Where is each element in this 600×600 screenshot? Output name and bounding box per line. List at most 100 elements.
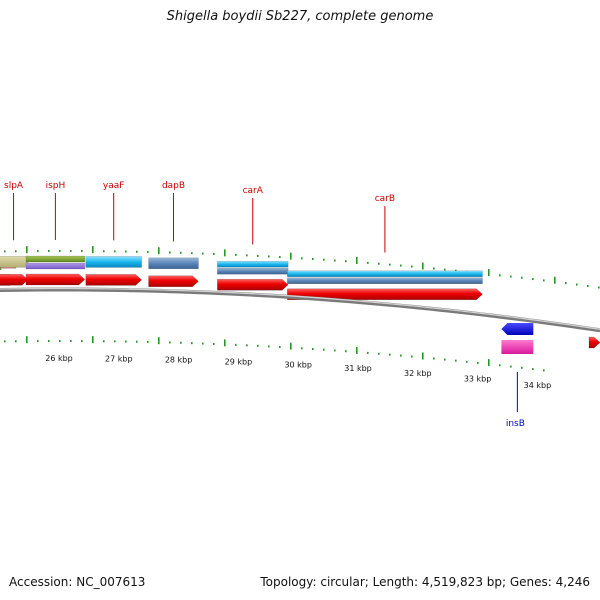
track-dot (477, 361, 479, 364)
feature-dot-rows (4, 246, 600, 372)
track-dot (213, 252, 215, 255)
track-dot (499, 364, 501, 367)
track-dot (257, 254, 259, 257)
track-dot (345, 350, 347, 353)
track-dot (48, 340, 50, 343)
track-dot (70, 340, 72, 343)
track-dot (400, 264, 402, 267)
track-dot (510, 275, 512, 278)
track-dot (103, 250, 105, 253)
track-dot (191, 252, 193, 255)
track-dot (334, 349, 336, 352)
track-dot (554, 276, 556, 284)
cog-block (287, 270, 483, 278)
track-dot (81, 250, 83, 253)
track-dot (543, 369, 545, 372)
track-dot (169, 341, 171, 344)
track-dot (15, 340, 17, 343)
track-dot (301, 257, 303, 260)
axis-tick-label: 32 kbp (404, 369, 432, 378)
gene-label: ispH (46, 181, 66, 191)
gene-label: carA (243, 186, 264, 196)
track-dot (37, 250, 39, 253)
backbone-arc (0, 287, 600, 333)
track-dot (202, 252, 204, 255)
track-dot (378, 262, 380, 265)
track-dot (565, 282, 567, 285)
track-dot (532, 278, 534, 281)
track-dot (356, 257, 358, 265)
track-dot (455, 359, 457, 362)
axis-tick-label: 27 kbp (105, 354, 133, 363)
track-dot (411, 355, 413, 358)
gene-arrow (588, 336, 600, 349)
genome-backbone (0, 287, 600, 333)
track-dot (81, 340, 83, 343)
track-dot (136, 340, 138, 343)
cog-block (85, 256, 142, 268)
track-dot (191, 342, 193, 345)
gene-label: carB (375, 194, 395, 204)
gene-arrow-reverse (501, 323, 534, 335)
track-dot (444, 358, 446, 361)
backbone-highlight (0, 287, 600, 330)
track-dot (125, 340, 127, 343)
track-dot (532, 368, 534, 371)
track-dot (4, 250, 6, 253)
gene-arrow (85, 274, 142, 286)
track-dot (521, 276, 523, 279)
axis-tick-label: 30 kbp (284, 360, 312, 369)
track-dot (378, 352, 380, 355)
track-dot (279, 346, 281, 349)
track-dot (70, 250, 72, 253)
axis-tick-label: 34 kbp (524, 381, 552, 390)
track-dot (103, 340, 105, 343)
track-dot (301, 347, 303, 350)
accession-text: Accession: NC_007613 (9, 575, 146, 589)
gene-labels: lspAslpAispHyaaFdapBcarAcarBinsB (4, 181, 525, 429)
cog-block (217, 260, 289, 268)
cog-block-reverse (501, 340, 534, 354)
track-dot (543, 279, 545, 282)
track-dot (26, 246, 28, 254)
track-dot (499, 274, 501, 277)
track-dot (422, 352, 424, 360)
track-dot (312, 258, 314, 261)
track-dot (444, 268, 446, 271)
track-dot (213, 342, 215, 345)
track-dot (268, 345, 270, 348)
cog-block (287, 277, 483, 285)
track-dot (158, 247, 160, 255)
axis-tick-label: 33 kbp (464, 375, 492, 384)
track-dot (389, 263, 391, 266)
track-dot (147, 340, 149, 343)
track-dot (334, 259, 336, 262)
track-dot (433, 357, 435, 360)
track-dot (48, 250, 50, 253)
cog-block (148, 257, 199, 270)
track-dot (290, 342, 292, 350)
cog-block (0, 256, 29, 268)
track-dot (92, 246, 94, 254)
track-dot (356, 347, 358, 355)
cog-block (25, 262, 86, 270)
track-dot (290, 252, 292, 260)
track-dot (180, 251, 182, 254)
gene-label: yaaF (103, 181, 125, 191)
track-dot (235, 253, 237, 256)
track-dot (147, 250, 149, 253)
gene-arrow (148, 275, 199, 288)
axis-tick-label: 29 kbp (225, 357, 253, 366)
track-dot (257, 344, 259, 347)
track-dot (125, 250, 127, 253)
track-dot (400, 354, 402, 357)
track-dot (598, 286, 600, 289)
track-dot (92, 336, 94, 344)
track-dot (169, 251, 171, 254)
track-dot (455, 269, 457, 272)
track-dot (488, 359, 490, 367)
axis-tick-label: 26 kbp (45, 354, 73, 363)
cog-block (25, 255, 86, 263)
track-dot (488, 269, 490, 277)
